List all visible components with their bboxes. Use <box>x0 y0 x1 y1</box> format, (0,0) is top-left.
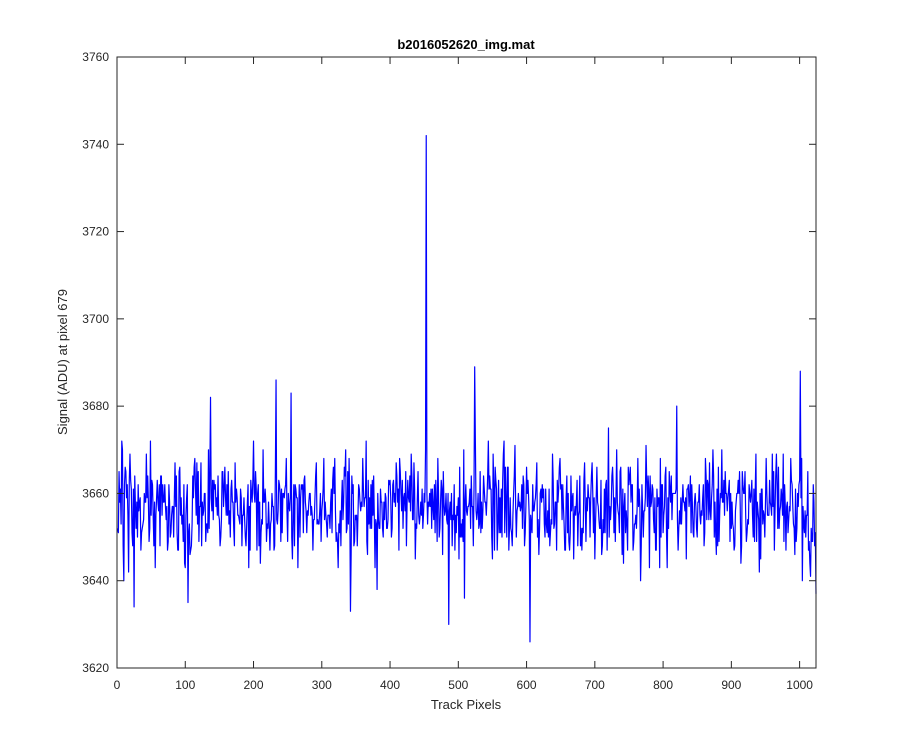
y-tick-label: 3640 <box>82 574 109 588</box>
x-tick-label: 400 <box>380 678 400 692</box>
x-tick-label: 600 <box>517 678 537 692</box>
y-tick-label: 3680 <box>82 399 109 413</box>
chart-title: b2016052620_img.mat <box>397 37 535 52</box>
x-tick-label: 1000 <box>786 678 813 692</box>
x-axis-label: Track Pixels <box>431 697 502 712</box>
x-tick-label: 200 <box>244 678 264 692</box>
y-tick-label: 3720 <box>82 225 109 239</box>
x-tick-label: 700 <box>585 678 605 692</box>
series-line <box>117 134 817 643</box>
x-tick-label: 800 <box>653 678 673 692</box>
x-tick-label: 900 <box>721 678 741 692</box>
x-tick-label: 0 <box>114 678 121 692</box>
y-tick-label: 3660 <box>82 486 109 500</box>
x-tick-label: 100 <box>175 678 195 692</box>
x-tick-label: 300 <box>312 678 332 692</box>
y-tick-label: 3700 <box>82 312 109 326</box>
plot-frame <box>116 56 817 669</box>
y-tick-label: 3620 <box>82 661 109 675</box>
x-tick-label: 500 <box>448 678 468 692</box>
y-tick-label: 3740 <box>82 137 109 151</box>
y-axis-label: Signal (ADU) at pixel 679 <box>55 289 70 435</box>
y-tick-label: 3760 <box>82 50 109 64</box>
